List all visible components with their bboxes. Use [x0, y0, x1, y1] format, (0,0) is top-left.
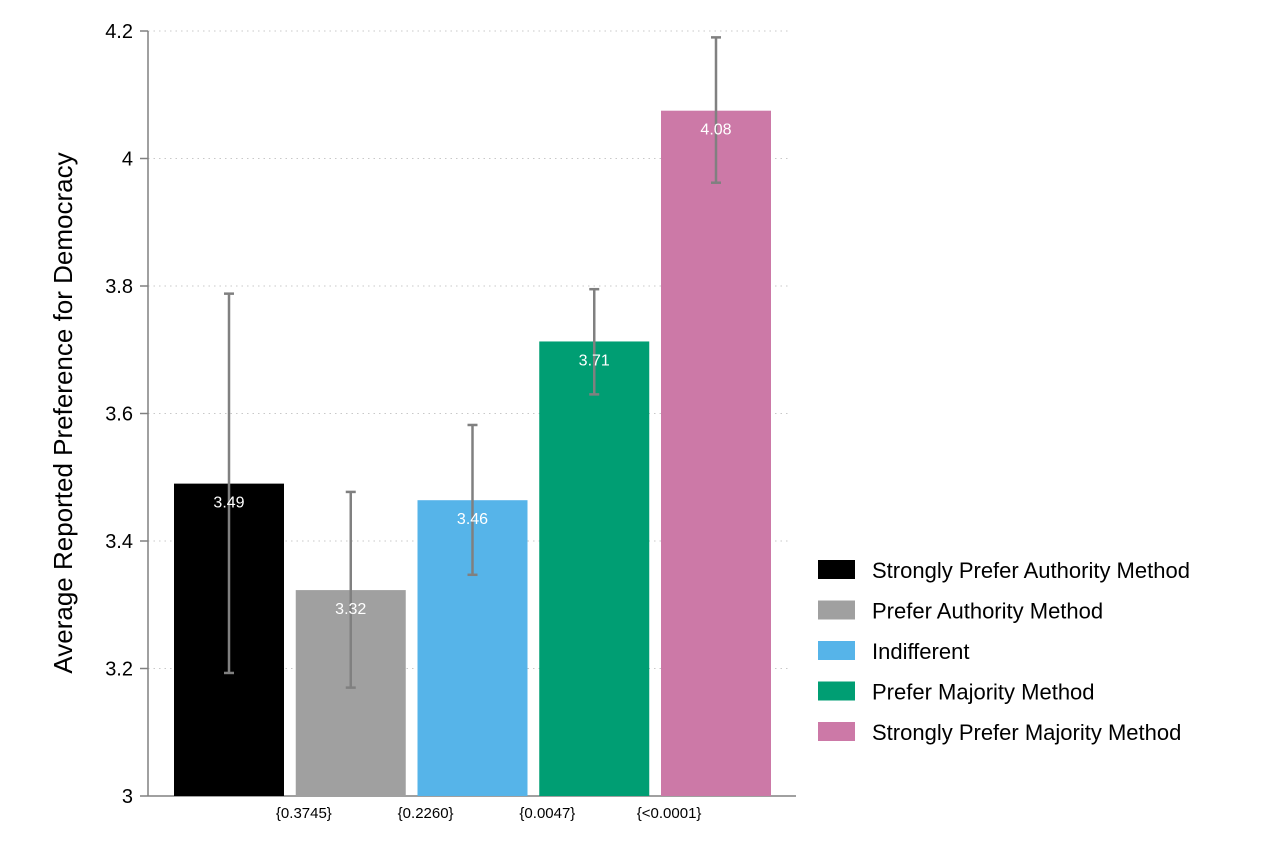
legend-swatch-5 — [818, 722, 855, 741]
legend-swatch-2 — [818, 600, 855, 620]
bar-value-label-4: 3.71 — [579, 352, 610, 369]
y-tick-label: 3.4 — [105, 531, 133, 553]
bar-value-label-3: 3.46 — [457, 511, 488, 528]
y-tick-label: 3.2 — [105, 659, 133, 681]
bar-value-label-1: 3.49 — [213, 495, 244, 512]
legend: Strongly Prefer Authority Method Prefer A… — [818, 558, 1190, 745]
p-value-label-4: {<0.0001} — [637, 805, 702, 822]
y-tick-label: 3.8 — [105, 276, 133, 298]
bar-value-label-5: 4.08 — [700, 122, 731, 139]
legend-label-1: Strongly Prefer Authority Method — [872, 558, 1190, 583]
legend-swatch-4 — [818, 681, 855, 701]
y-tick-label: 3 — [122, 786, 133, 808]
error-bars — [224, 36, 721, 689]
legend-label-3: Indifferent — [872, 639, 969, 664]
bar-value-labels: 3.49 3.32 3.46 3.71 4.08 — [213, 122, 731, 618]
y-tick-label: 3.6 — [105, 404, 133, 426]
y-tick-label: 4.2 — [105, 21, 133, 43]
legend-swatch-3 — [818, 641, 855, 660]
p-value-label-1: {0.3745} — [276, 805, 332, 822]
p-value-label-2: {0.2260} — [398, 805, 454, 822]
legend-label-4: Prefer Majority Method — [872, 680, 1095, 705]
p-value-label-3: {0.0047} — [519, 805, 575, 822]
bar-4 — [539, 341, 650, 796]
y-axis-label: Average Reported Preference for Democrac… — [48, 152, 78, 673]
legend-swatch-1 — [818, 560, 855, 579]
p-value-labels: {0.3745} {0.2260} {0.0047} {<0.0001} — [276, 805, 702, 822]
legend-label-2: Prefer Authority Method — [872, 599, 1103, 624]
legend-label-5: Strongly Prefer Majority Method — [872, 720, 1181, 745]
bar-value-label-2: 3.32 — [335, 601, 366, 618]
bar-5 — [661, 110, 771, 796]
y-tick-label: 4 — [122, 149, 133, 171]
y-ticks: 3 3.2 3.4 3.6 3.8 4 4.2 — [105, 21, 148, 808]
